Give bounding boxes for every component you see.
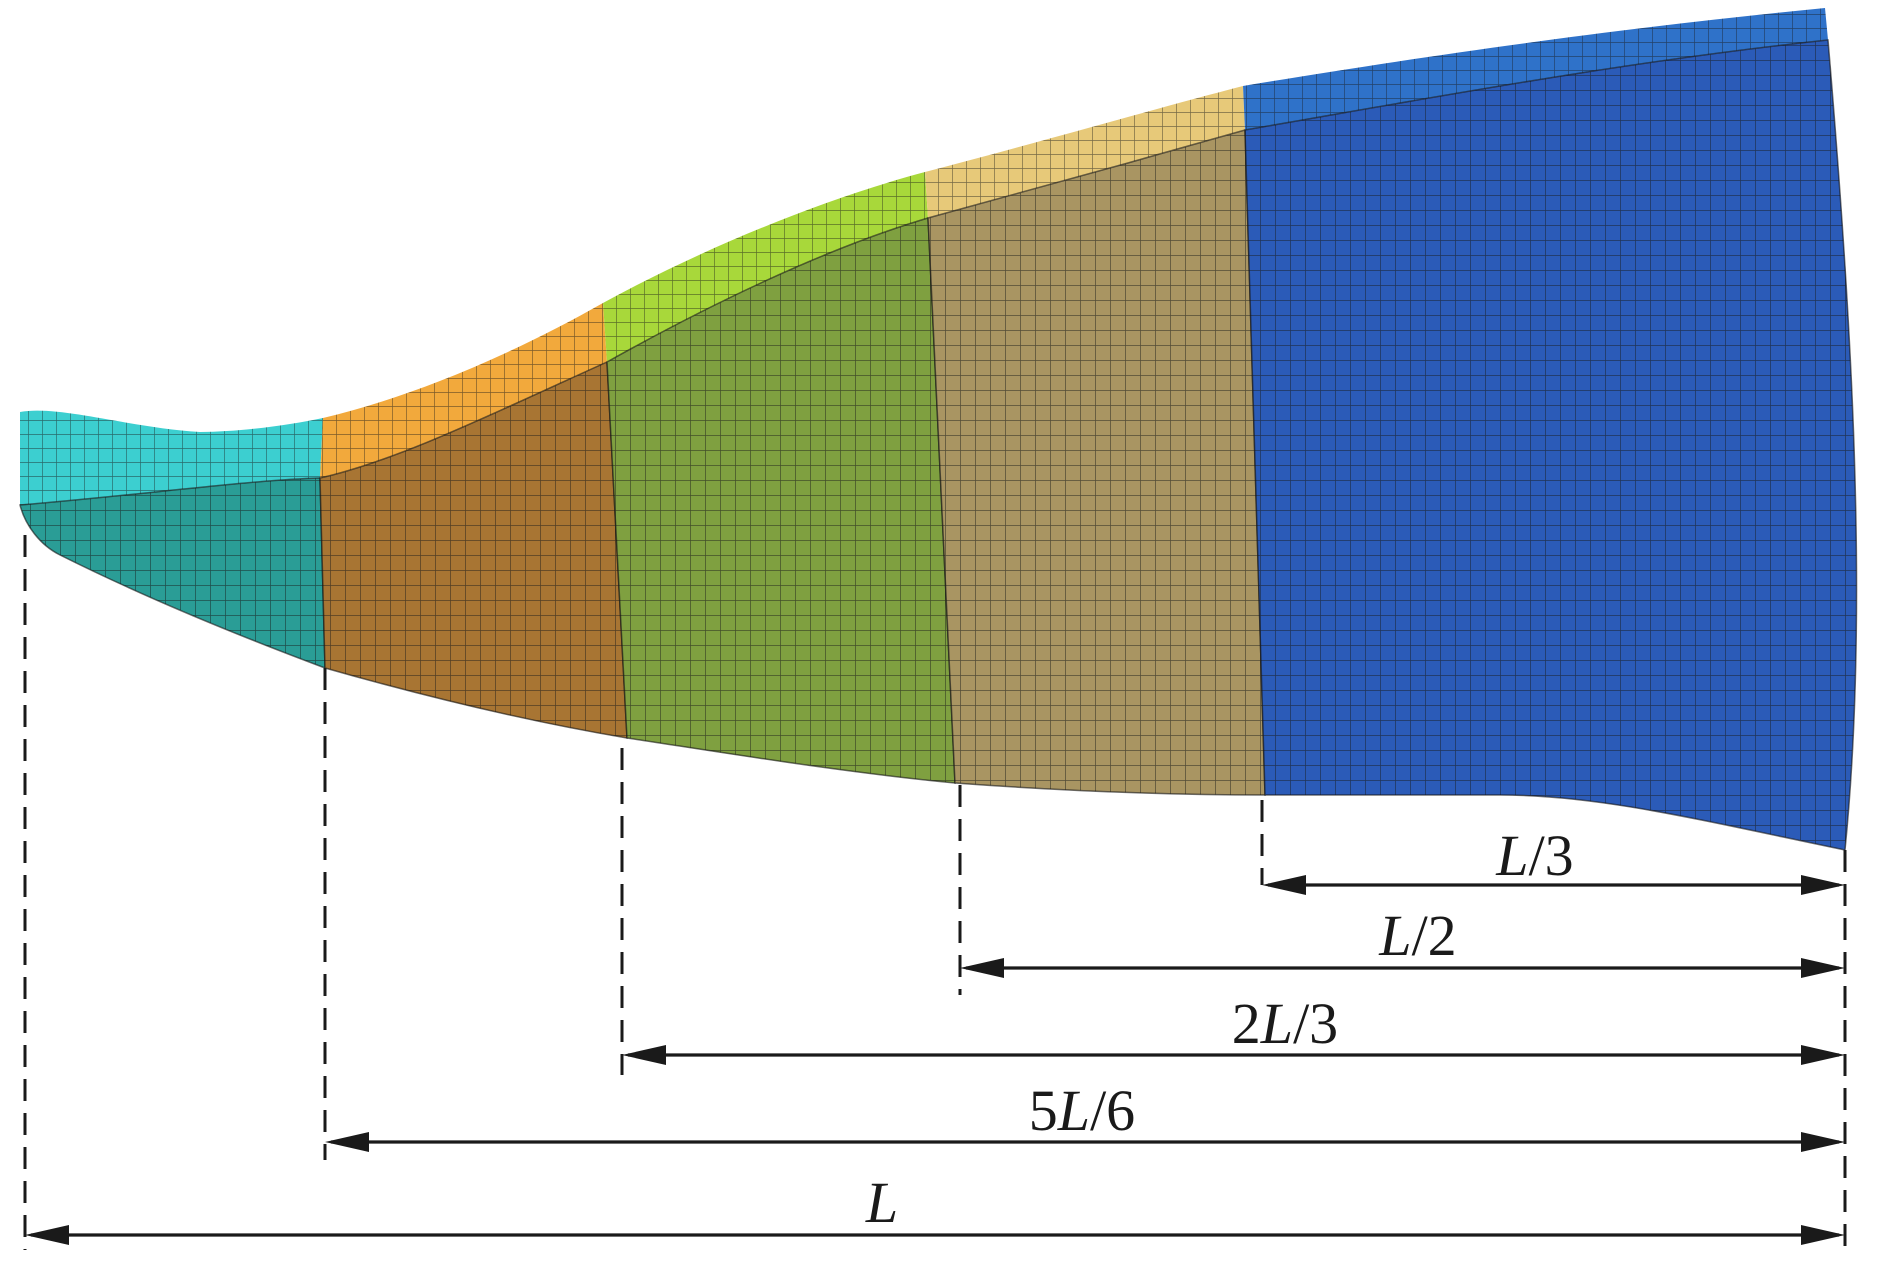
- arrowhead-left-l: [25, 1225, 69, 1245]
- dimension-label-l3: L/3: [1495, 823, 1573, 888]
- dimension-label-coefficient: 5: [1029, 1078, 1058, 1143]
- arrowhead-right-l3: [1801, 875, 1845, 895]
- dimension-label-fraction: /3: [1529, 823, 1574, 888]
- dimension-lines: L/3L/22L/35L/6L: [25, 823, 1845, 1245]
- dimension-label-variable: L: [1260, 991, 1293, 1056]
- dimension-label-variable: L: [1378, 903, 1411, 968]
- segment-1-top-mesh: [20, 410, 323, 505]
- arrowhead-right-2l3: [1801, 1045, 1845, 1065]
- dimension-label-coefficient: 2: [1232, 991, 1261, 1056]
- dimension-2l3: 2L/3: [622, 991, 1845, 1065]
- segment-4-top-mesh: [925, 86, 1245, 218]
- segment-1-face-mesh: [20, 478, 325, 668]
- segment-2-face-mesh: [320, 362, 627, 738]
- segment-2-top-mesh: [320, 303, 607, 478]
- dimension-l: L: [25, 1170, 1845, 1245]
- dimension-label-variable: L: [1057, 1078, 1090, 1143]
- segment-4-face-mesh: [928, 130, 1265, 795]
- arrowhead-left-2l3: [622, 1045, 666, 1065]
- segment-1-outline: [19, 477, 326, 670]
- dimension-label-2l3: 2L/3: [1232, 991, 1338, 1056]
- dimension-label-fraction: /2: [1412, 903, 1457, 968]
- segment-3: [603, 172, 956, 784]
- segment-5-top-mesh: [1243, 8, 1828, 130]
- segment-5-outline: [1244, 39, 1858, 851]
- segment-1: [19, 410, 326, 670]
- arrowhead-left-5l6: [325, 1132, 369, 1152]
- arrowhead-right-l2: [1801, 958, 1845, 978]
- dimension-label-5l6: 5L/6: [1029, 1078, 1135, 1143]
- dimension-label-l: L: [865, 1170, 898, 1235]
- arrowhead-left-l2: [960, 958, 1004, 978]
- dimension-l3: L/3: [1262, 823, 1845, 895]
- segment-2: [319, 303, 628, 739]
- blade-segments: [19, 8, 1858, 851]
- segment-5: [1243, 8, 1858, 851]
- segment-3-face-mesh: [607, 218, 955, 783]
- segment-3-top-mesh: [603, 172, 928, 362]
- arrowhead-right-5l6: [1801, 1132, 1845, 1152]
- segment-4: [925, 86, 1266, 796]
- dimension-5l6: 5L/6: [325, 1078, 1845, 1152]
- extension-lines: [23, 535, 1847, 1250]
- dimension-label-fraction: /3: [1293, 991, 1338, 1056]
- dimension-label-l2: L/2: [1378, 903, 1456, 968]
- arrowhead-right-l: [1801, 1225, 1845, 1245]
- dimension-label-variable: L: [1495, 823, 1528, 888]
- dimension-label-fraction: /6: [1090, 1078, 1135, 1143]
- dimension-label-variable: L: [865, 1170, 898, 1235]
- dimension-l2: L/2: [960, 903, 1845, 978]
- arrowhead-left-l3: [1262, 875, 1306, 895]
- segment-5-face-mesh: [1245, 40, 1857, 850]
